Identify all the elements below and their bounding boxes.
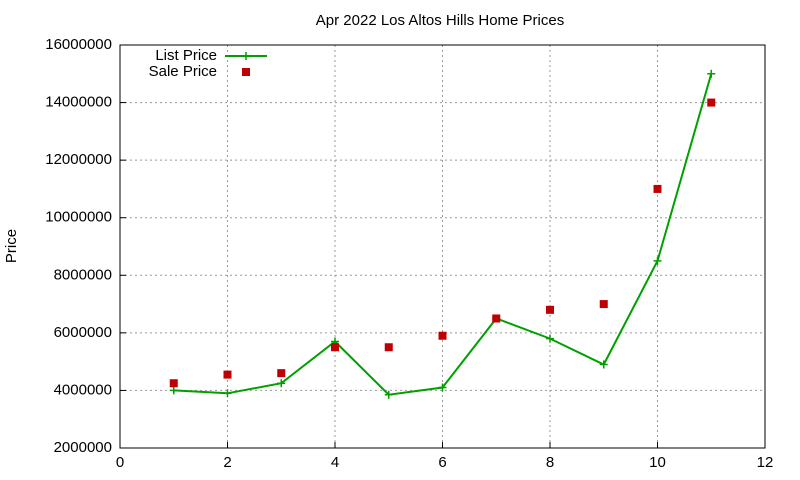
point bbox=[223, 370, 232, 379]
x-tick-label: 10 bbox=[649, 454, 666, 471]
x-tick-label: 2 bbox=[223, 454, 231, 471]
legend-label: List Price bbox=[155, 47, 217, 64]
x-tick-label: 8 bbox=[546, 454, 554, 471]
point bbox=[599, 360, 608, 369]
x-tick-label: 12 bbox=[757, 454, 774, 471]
y-tick-label: 12000000 bbox=[45, 151, 112, 168]
x-tick-label: 4 bbox=[331, 454, 339, 471]
x-tick-label: 6 bbox=[438, 454, 446, 471]
point bbox=[653, 184, 662, 193]
y-tick-label: 4000000 bbox=[54, 381, 112, 398]
point bbox=[653, 256, 662, 265]
y-tick-label: 14000000 bbox=[45, 94, 112, 111]
point bbox=[707, 98, 716, 107]
legend-label: Sale Price bbox=[149, 63, 217, 80]
point bbox=[546, 334, 554, 343]
plot-border bbox=[119, 44, 766, 449]
point bbox=[438, 331, 447, 340]
point bbox=[599, 300, 608, 309]
point bbox=[169, 379, 178, 388]
y-tick-label: 16000000 bbox=[45, 36, 112, 53]
point bbox=[223, 389, 232, 398]
legend-marker bbox=[242, 52, 250, 60]
point bbox=[438, 383, 447, 392]
point bbox=[492, 314, 501, 323]
point bbox=[169, 386, 178, 395]
point bbox=[707, 69, 716, 78]
chart-title: Apr 2022 Los Altos Hills Home Prices bbox=[316, 12, 564, 29]
point bbox=[277, 379, 286, 388]
y-tick-label: 10000000 bbox=[45, 209, 112, 226]
y-axis-label: Price bbox=[3, 229, 20, 263]
y-tick-label: 2000000 bbox=[54, 439, 112, 456]
point bbox=[384, 390, 393, 399]
y-tick-label: 8000000 bbox=[54, 266, 112, 283]
legend-marker bbox=[242, 68, 250, 76]
y-tick-label: 6000000 bbox=[54, 324, 112, 341]
point bbox=[331, 343, 339, 352]
point bbox=[384, 343, 393, 352]
point bbox=[546, 305, 554, 314]
x-tick-label: 0 bbox=[116, 454, 124, 471]
point bbox=[277, 369, 286, 378]
